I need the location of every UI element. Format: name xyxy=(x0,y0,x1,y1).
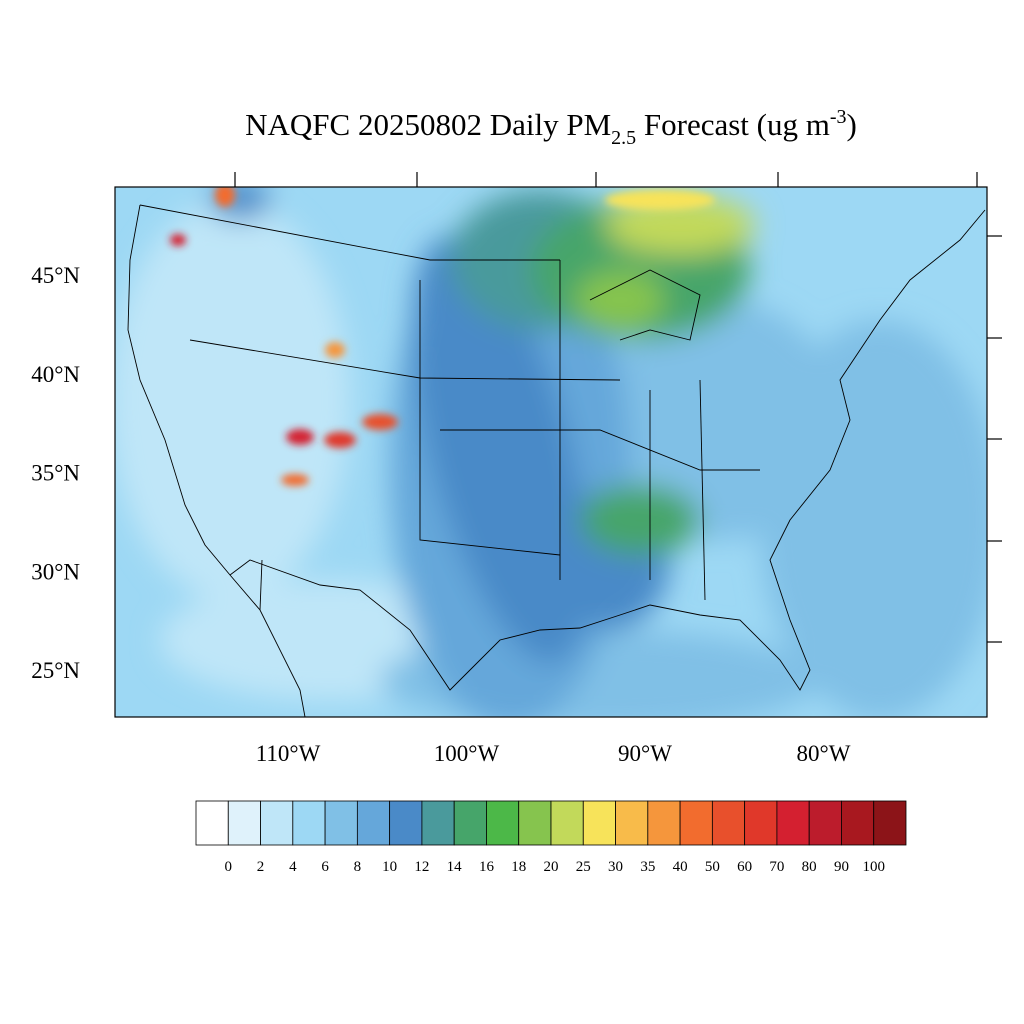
colorbar-label: 40 xyxy=(673,859,688,875)
lat-label: 35°N xyxy=(31,461,80,486)
title-superscript: -3 xyxy=(830,106,847,128)
colorbar-box xyxy=(260,800,294,846)
colorbar-label: 4 xyxy=(289,859,297,875)
colorbar-box xyxy=(550,800,584,846)
colorbar-label: 18 xyxy=(511,859,526,875)
colorbar-label: 30 xyxy=(608,859,623,875)
lon-label: 100°W xyxy=(434,741,500,766)
colorbar-label: 0 xyxy=(225,859,233,875)
colorbar-box xyxy=(873,800,907,846)
colorbar-label: 50 xyxy=(705,859,720,875)
map-title: NAQFC 20250802 Daily PM2.5 Forecast (ug … xyxy=(245,106,857,149)
colorbar-box xyxy=(453,800,487,846)
lat-label: 45°N xyxy=(31,263,80,288)
colorbar-box xyxy=(647,800,681,846)
map-frame xyxy=(114,186,988,718)
colorbar-label: 20 xyxy=(544,859,559,875)
colorbar-box xyxy=(486,800,520,846)
colorbar-label: 16 xyxy=(479,859,495,875)
colorbar-box xyxy=(744,800,778,846)
colorbar: 0 2 4 6 8 10 12 14 16 18 20 25 30 35 40 50 60 70 80 90 100 xyxy=(195,800,907,875)
colorbar-label: 8 xyxy=(354,859,362,875)
lat-label: 30°N xyxy=(31,559,80,584)
lon-label: 90°W xyxy=(618,741,672,766)
colorbar-label: 14 xyxy=(447,859,463,875)
colorbar-box xyxy=(711,800,746,846)
colorbar-label: 70 xyxy=(769,859,784,875)
colorbar-label: 35 xyxy=(640,859,655,875)
title-text: ) xyxy=(847,107,857,142)
pm25-field xyxy=(115,187,987,717)
colorbar-box xyxy=(421,800,455,846)
colorbar-box xyxy=(679,800,713,846)
title-subscript: 2.5 xyxy=(611,127,636,149)
colorbar-label: 2 xyxy=(257,859,265,875)
lon-label: 80°W xyxy=(797,741,851,766)
colorbar-box xyxy=(518,800,552,846)
colorbar-label: 12 xyxy=(414,859,429,875)
colorbar-box xyxy=(356,800,391,846)
lon-label: 110°W xyxy=(256,741,321,766)
colorbar-box xyxy=(808,800,842,846)
colorbar-box xyxy=(195,800,229,846)
colorbar-label: 100 xyxy=(862,859,885,875)
colorbar-label: 10 xyxy=(382,859,397,875)
colorbar-box xyxy=(776,800,810,846)
colorbar-label: 25 xyxy=(576,859,591,875)
title-text: NAQFC 20250802 Daily PM xyxy=(245,107,611,142)
title-text: Forecast (ug m xyxy=(636,107,830,142)
colorbar-label: 60 xyxy=(737,859,752,875)
axis-ticks xyxy=(234,172,1002,643)
colorbar-label: 6 xyxy=(321,859,329,875)
colorbar-box xyxy=(841,800,875,846)
colorbar-box xyxy=(615,800,649,846)
colorbar-box xyxy=(292,800,326,846)
colorbar-box xyxy=(582,800,616,846)
colorbar-box xyxy=(227,800,261,846)
colorbar-box xyxy=(324,800,358,846)
lat-label: 40°N xyxy=(31,362,80,387)
colorbar-label: 90 xyxy=(834,859,849,875)
colorbar-label: 80 xyxy=(802,859,817,875)
lat-label: 25°N xyxy=(31,658,80,683)
colorbar-box xyxy=(389,800,423,846)
